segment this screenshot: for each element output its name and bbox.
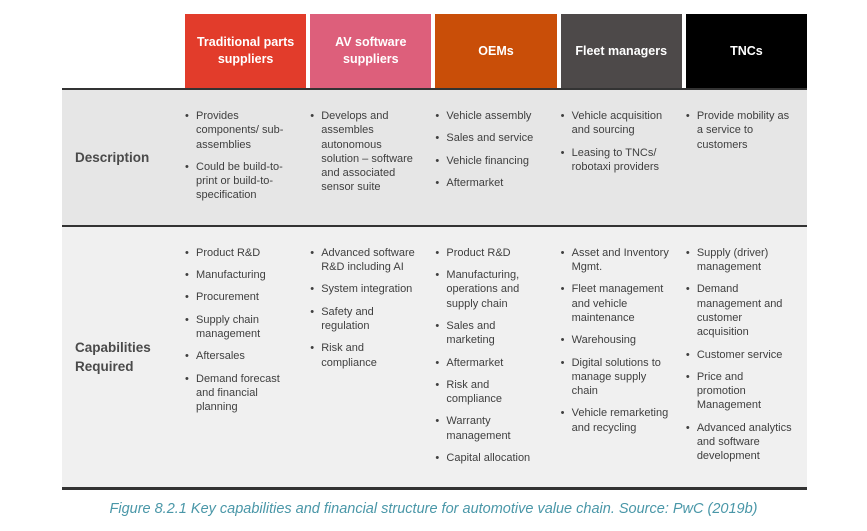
description-cell-tncs: Provide mobility as a service to custome… [686, 109, 807, 211]
description-cell-fleet-managers: Vehicle acquisition and sourcing Leasing … [561, 109, 682, 211]
bullet-item: Manufacturing, operations and supply cha… [435, 268, 544, 311]
column-header-traditional-parts-suppliers: Traditional parts suppliers [185, 14, 307, 88]
bullet-item: Vehicle assembly [435, 109, 544, 124]
bullet-item: Vehicle acquisition and sourcing [561, 109, 670, 138]
bullet-item: Fleet management and vehicle maintenance [561, 282, 670, 325]
bullet-item: Price and promotion Management [686, 370, 795, 413]
bullet-item: Warehousing [561, 333, 670, 348]
row-label-capabilities-required: Capabilities Required [75, 339, 151, 375]
bullet-item: Digital solutions to manage supply chain [561, 356, 670, 399]
bullet-item: Demand management and customer acquisiti… [686, 282, 795, 339]
bullet-item: Supply (driver) management [686, 246, 795, 275]
bullet-item: Risk and compliance [310, 341, 419, 370]
description-cell-oems: Vehicle assembly Sales and service Vehicle… [435, 109, 556, 211]
description-cell-traditional-parts-suppliers: Provides components/ sub-assemblies Could… [185, 109, 306, 211]
description-cell-av-software-suppliers: Develops and assembles autonomous soluti… [310, 109, 431, 211]
bullet-item: Advanced software R&D including AI [310, 246, 419, 275]
capabilities-cells: Product R&D Manufacturing Procurement Suppl… [185, 227, 807, 488]
bullet-item: Customer service [686, 348, 795, 363]
description-row: Description Provides components/ sub-ass… [62, 88, 807, 225]
bullet-item: Asset and Inventory Mgmt. [561, 246, 670, 275]
bullet-item: Aftermarket [435, 356, 544, 371]
bullet-item: Manufacturing [185, 268, 294, 283]
table-header-cells: Traditional parts suppliers AV software … [185, 14, 808, 88]
bullet-item: Advanced analytics and software developm… [686, 421, 795, 464]
bullet-item: Vehicle financing [435, 154, 544, 169]
bullet-item: Supply chain management [185, 313, 294, 342]
bullet-item: Sales and marketing [435, 319, 544, 348]
bullet-item: Risk and compliance [435, 378, 544, 407]
bullet-item: Demand forecast and financial planning [185, 372, 294, 415]
capabilities-cell-av-software-suppliers: Advanced software R&D including AI System… [310, 246, 431, 474]
bullet-item: Aftersales [185, 349, 294, 364]
bullet-item: Leasing to TNCs/ robotaxi providers [561, 146, 670, 175]
bullet-item: Procurement [185, 290, 294, 305]
bullet-item: Provide mobility as a service to custome… [686, 109, 795, 152]
capabilities-cell-traditional-parts-suppliers: Product R&D Manufacturing Procurement Suppl… [185, 246, 306, 474]
bullet-item: Develops and assembles autonomous soluti… [310, 109, 419, 195]
bullet-item: Aftermarket [435, 176, 544, 191]
capabilities-row: Capabilities Required Product R&D Manufac… [62, 224, 807, 491]
bullet-item: Provides components/ sub-assemblies [185, 109, 294, 152]
column-header-oems: OEMs [435, 14, 557, 88]
bullet-item: Could be build-to-print or build-to-spec… [185, 160, 294, 203]
bullet-item: Capital allocation [435, 451, 544, 466]
bullet-item: Vehicle remarketing and recycling [561, 406, 670, 435]
bullet-item: System integration [310, 282, 419, 297]
description-cells: Provides components/ sub-assemblies Could… [185, 90, 807, 225]
bullet-item: Product R&D [185, 246, 294, 261]
value-chain-table: Traditional parts suppliers AV software … [62, 14, 808, 491]
bullet-item: Warranty management [435, 414, 544, 443]
capabilities-cell-tncs: Supply (driver) management Demand managem… [686, 246, 807, 474]
column-header-fleet-managers: Fleet managers [560, 14, 682, 88]
bullet-item: Product R&D [435, 246, 544, 261]
bullet-item: Safety and regulation [310, 305, 419, 334]
capabilities-cell-fleet-managers: Asset and Inventory Mgmt. Fleet managemen… [561, 246, 682, 474]
bullet-item: Sales and service [435, 131, 544, 146]
row-label-description: Description [75, 149, 150, 165]
column-header-tncs: TNCs [685, 14, 808, 88]
column-header-av-software-suppliers: AV software suppliers [310, 14, 432, 88]
capabilities-cell-oems: Product R&D Manufacturing, operations and… [435, 246, 556, 474]
table-header-row: Traditional parts suppliers AV software … [62, 14, 808, 88]
figure-caption: Figure 8.2.1 Key capabilities and financ… [109, 501, 758, 517]
